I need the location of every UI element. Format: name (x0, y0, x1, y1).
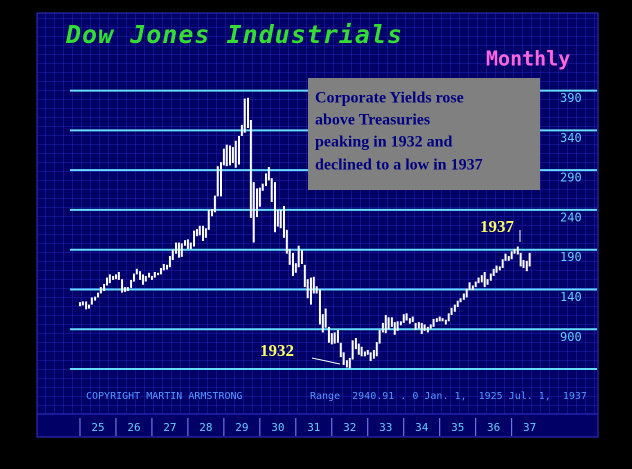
x-tick-label: 28 (199, 421, 212, 434)
x-tick-label: 25 (91, 421, 104, 434)
year-strip (36, 413, 599, 438)
annotation-line: declined to a low in 1937 (315, 157, 483, 174)
x-tick-label: 36 (487, 421, 500, 434)
annotation-line: above Treasuries (315, 112, 430, 129)
year-annotation: 1937 (480, 217, 515, 236)
y-tick-label: 290 (560, 171, 582, 185)
x-tick-label: 27 (163, 421, 176, 434)
x-tick-label: 29 (235, 421, 248, 434)
annotation-line: Corporate Yields rose (315, 90, 464, 107)
x-tick-label: 32 (343, 421, 356, 434)
x-tick-label: 35 (451, 421, 464, 434)
y-tick-label: 900 (560, 330, 582, 344)
x-tick-label: 26 (127, 421, 140, 434)
year-annotation: 1932 (260, 341, 294, 360)
y-tick-label: 390 (560, 91, 582, 105)
chart-title: Dow Jones Industrials (65, 20, 403, 49)
annotation-pointer (311, 357, 341, 365)
x-tick-label: 37 (523, 421, 536, 434)
annotation-line: peaking in 1932 and (315, 134, 452, 151)
range-text: Range 2940.91 . 0 Jan. 1, 1925 Jul. 1, 1… (310, 391, 587, 402)
annotation-box (308, 78, 540, 190)
copyright: COPYRIGHT MARTIN ARMSTRONG (86, 391, 243, 402)
x-tick-label: 34 (415, 421, 429, 434)
y-tick-label: 240 (560, 210, 582, 224)
x-tick-label: 30 (271, 421, 284, 434)
y-tick-label: 190 (560, 250, 582, 264)
y-tick-label: 140 (560, 290, 582, 304)
x-tick-label: 31 (307, 421, 320, 434)
y-tick-label: 340 (560, 131, 582, 145)
x-tick-label: 33 (379, 421, 392, 434)
chart-subtitle: Monthly (486, 47, 570, 71)
